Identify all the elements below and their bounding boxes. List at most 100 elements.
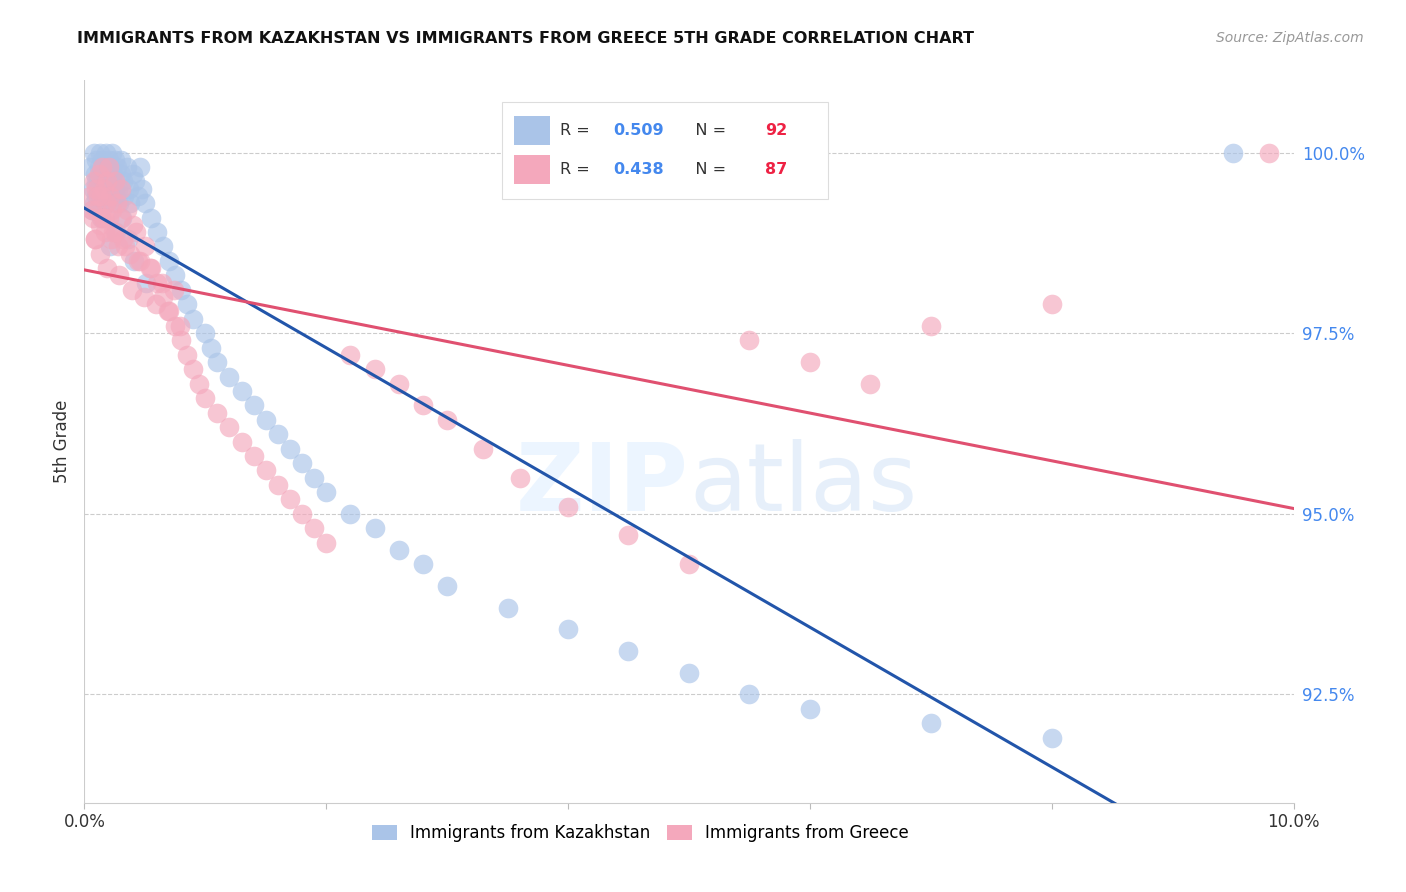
- Point: [557, 500, 579, 514]
- Point: [181, 362, 204, 376]
- Point: [110, 211, 132, 225]
- Point: [509, 471, 531, 485]
- Point: [89, 145, 111, 160]
- Point: [89, 196, 111, 211]
- Point: [145, 297, 167, 311]
- Point: [157, 253, 180, 268]
- Point: [121, 283, 143, 297]
- Point: [115, 160, 138, 174]
- Point: [107, 182, 129, 196]
- Point: [120, 246, 142, 260]
- Point: [79, 160, 101, 174]
- Point: [207, 355, 229, 369]
- Point: [920, 716, 942, 731]
- Point: [135, 276, 157, 290]
- Point: [117, 232, 139, 246]
- Point: [86, 174, 108, 188]
- Point: [150, 276, 173, 290]
- Point: [84, 167, 107, 181]
- Point: [799, 702, 821, 716]
- Point: [436, 579, 458, 593]
- Point: [86, 153, 108, 167]
- Text: N =: N =: [681, 161, 731, 177]
- FancyBboxPatch shape: [513, 154, 550, 184]
- Point: [278, 492, 301, 507]
- Point: [104, 189, 127, 203]
- Point: [98, 160, 121, 174]
- Text: IMMIGRANTS FROM KAZAKHSTAN VS IMMIGRANTS FROM GREECE 5TH GRADE CORRELATION CHART: IMMIGRANTS FROM KAZAKHSTAN VS IMMIGRANTS…: [77, 31, 974, 46]
- Point: [96, 167, 118, 181]
- Text: 87: 87: [765, 161, 787, 177]
- Point: [87, 167, 110, 181]
- Point: [93, 160, 115, 174]
- Point: [94, 182, 117, 196]
- FancyBboxPatch shape: [513, 117, 550, 145]
- Point: [127, 253, 149, 268]
- Point: [94, 196, 117, 211]
- Point: [194, 391, 217, 405]
- Point: [87, 160, 110, 174]
- Point: [302, 521, 325, 535]
- Point: [105, 196, 128, 211]
- Point: [110, 167, 132, 181]
- Point: [110, 153, 132, 167]
- Point: [181, 311, 204, 326]
- Point: [80, 203, 103, 218]
- Point: [302, 471, 325, 485]
- Point: [111, 211, 134, 225]
- Point: [112, 174, 135, 188]
- Point: [472, 442, 495, 456]
- Point: [146, 276, 169, 290]
- Text: atlas: atlas: [689, 439, 917, 531]
- Point: [170, 283, 193, 297]
- Legend: Immigrants from Kazakhstan, Immigrants from Greece: Immigrants from Kazakhstan, Immigrants f…: [366, 817, 915, 848]
- Point: [165, 268, 187, 283]
- Point: [134, 196, 156, 211]
- Point: [617, 644, 640, 658]
- Text: 0.438: 0.438: [613, 161, 664, 177]
- Point: [363, 521, 385, 535]
- Text: R =: R =: [560, 123, 595, 138]
- Point: [94, 225, 117, 239]
- Point: [388, 376, 411, 391]
- Point: [91, 211, 114, 225]
- Point: [156, 304, 179, 318]
- Point: [194, 326, 217, 341]
- Point: [115, 203, 138, 218]
- Point: [139, 211, 162, 225]
- Point: [82, 211, 104, 225]
- Point: [557, 623, 579, 637]
- Point: [267, 427, 290, 442]
- Point: [200, 341, 222, 355]
- Point: [101, 203, 124, 218]
- Point: [1040, 297, 1063, 311]
- Point: [859, 376, 882, 391]
- Point: [97, 189, 120, 203]
- Point: [100, 182, 122, 196]
- Point: [84, 232, 107, 246]
- Point: [89, 246, 111, 260]
- Point: [96, 174, 118, 188]
- Point: [120, 196, 142, 211]
- Point: [267, 478, 290, 492]
- Point: [79, 189, 101, 203]
- Point: [129, 160, 152, 174]
- Point: [254, 413, 277, 427]
- Point: [86, 203, 108, 218]
- Point: [86, 182, 108, 196]
- Point: [920, 318, 942, 333]
- Point: [121, 167, 143, 181]
- Point: [94, 196, 117, 211]
- Point: [165, 318, 187, 333]
- Text: Source: ZipAtlas.com: Source: ZipAtlas.com: [1216, 31, 1364, 45]
- Point: [163, 283, 186, 297]
- Point: [738, 334, 761, 348]
- Point: [278, 442, 301, 456]
- Point: [104, 153, 127, 167]
- Point: [89, 218, 111, 232]
- Point: [169, 318, 191, 333]
- Point: [90, 167, 112, 181]
- Point: [218, 369, 240, 384]
- Point: [108, 268, 131, 283]
- Point: [152, 290, 174, 304]
